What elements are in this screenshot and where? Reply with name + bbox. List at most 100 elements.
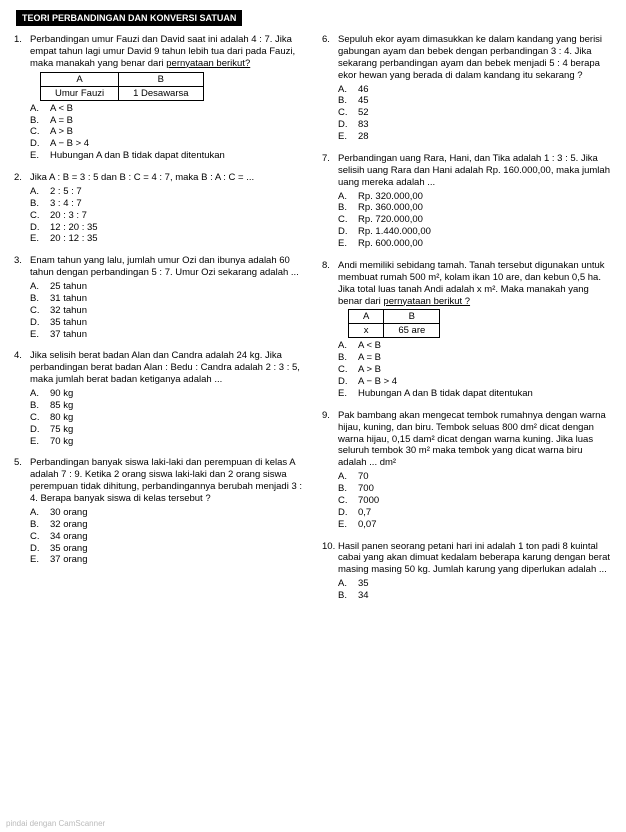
option: B.A = B <box>30 115 304 127</box>
option-text: 3 : 4 : 7 <box>50 198 82 210</box>
table-cell: 65 are <box>384 324 440 338</box>
option-label: E. <box>30 554 44 566</box>
option-text: 70 kg <box>50 436 73 448</box>
option-label: D. <box>338 119 352 131</box>
table-header: A <box>41 72 119 86</box>
option-label: A. <box>30 388 44 400</box>
option-label: C. <box>30 210 44 222</box>
option-label: C. <box>338 364 352 376</box>
table-header: A <box>349 310 384 324</box>
option-label: E. <box>338 238 352 250</box>
option: B.Rp. 360.000,00 <box>338 202 612 214</box>
option: E. Hubungan A dan B tidak dapat ditentuka… <box>338 388 612 400</box>
option-label: B. <box>338 95 352 107</box>
question-number: 6. <box>322 34 338 143</box>
question-stem: Perbandingan uang Rara, Hani, dan Tika a… <box>338 153 612 189</box>
option-text: 70 <box>358 471 369 483</box>
question-number: 9. <box>322 410 338 531</box>
option: C. 20 : 3 : 7 <box>30 210 304 222</box>
option-label: C. <box>338 214 352 226</box>
option-label: D. <box>30 317 44 329</box>
question-body: Jika selisih berat badan Alan dan Candra… <box>30 350 304 447</box>
option: A.46 <box>338 84 612 96</box>
table-cell: 1 Desawarsa <box>119 86 203 100</box>
option-label: E. <box>338 388 352 400</box>
scan-footer: pindai dengan CamScanner <box>6 819 105 828</box>
option-text: Hubungan A dan B tidak dapat ditentukan <box>358 388 533 400</box>
option-text: 35 tahun <box>50 317 87 329</box>
options: A.46B.45C.52D.83E.28 <box>338 84 612 143</box>
option: B.A = B <box>338 352 612 364</box>
option: A. 70 <box>338 471 612 483</box>
option-text: 34 <box>358 590 369 602</box>
option-label: D. <box>30 424 44 436</box>
question-body: Hasil panen seorang petani hari ini adal… <box>338 541 612 602</box>
worksheet-page: TEORI PERBANDINGAN DAN KONVERSI SATUAN 1… <box>0 0 626 832</box>
option-label: B. <box>30 519 44 531</box>
option: D. 75 kg <box>30 424 304 436</box>
comparison-table: ABUmur Fauzi1 Desawarsa <box>40 72 204 101</box>
comparison-table: ABx65 are <box>348 309 440 338</box>
question-stem: Hasil panen seorang petani hari ini adal… <box>338 541 612 577</box>
option: B.32 orang <box>30 519 304 531</box>
question: 7.Perbandingan uang Rara, Hani, dan Tika… <box>322 153 612 250</box>
question-body: Andi memiliki sebidang tamah. Tanah ters… <box>338 260 612 400</box>
option-text: 85 kg <box>50 400 73 412</box>
question-stem: Andi memiliki sebidang tamah. Tanah ters… <box>338 260 612 308</box>
option: C.A > B <box>338 364 612 376</box>
option-text: 35 orang <box>50 543 88 555</box>
question-body: Sepuluh ekor ayam dimasukkan ke dalam ka… <box>338 34 612 143</box>
option-label: A. <box>30 186 44 198</box>
option-text: 0,07 <box>358 519 377 531</box>
option: C. 34 orang <box>30 531 304 543</box>
option-label: B. <box>30 400 44 412</box>
table-cell: x <box>349 324 384 338</box>
option-label: B. <box>30 293 44 305</box>
option-label: B. <box>30 198 44 210</box>
option-label: E. <box>30 233 44 245</box>
option-text: 83 <box>358 119 369 131</box>
option: D. 35 orang <box>30 543 304 555</box>
option-label: D. <box>30 543 44 555</box>
option-label: E. <box>30 329 44 341</box>
question-number: 3. <box>14 255 30 340</box>
option: E.37 tahun <box>30 329 304 341</box>
option-text: A = B <box>50 115 73 127</box>
option: D.A − B > 4 <box>30 138 304 150</box>
columns: 1.Perbandingan umur Fauzi dan David saat… <box>14 34 612 612</box>
question-number: 5. <box>14 457 30 566</box>
question-number: 8. <box>322 260 338 400</box>
option-text: A − B > 4 <box>358 376 397 388</box>
option-text: 34 orang <box>50 531 88 543</box>
option: D.12 : 20 : 35 <box>30 222 304 234</box>
option: C.52 <box>338 107 612 119</box>
question-number: 7. <box>322 153 338 250</box>
option-label: C. <box>30 305 44 317</box>
option-label: A. <box>338 471 352 483</box>
option-text: Rp. 1.440.000,00 <box>358 226 431 238</box>
option-label: C. <box>30 531 44 543</box>
option: B.31 tahun <box>30 293 304 305</box>
question-stem: Jika A : B = 3 : 5 dan B : C = 4 : 7, ma… <box>30 172 304 184</box>
options: A.A < BB.A = BC.A > BD.A − B > 4E.Hubung… <box>338 340 612 399</box>
option-label: D. <box>338 507 352 519</box>
option: E.28 <box>338 131 612 143</box>
question-body: Perbandingan uang Rara, Hani, dan Tika a… <box>338 153 612 250</box>
option-label: A. <box>338 578 352 590</box>
question-stem: Perbandingan banyak siswa laki-laki dan … <box>30 457 304 505</box>
option-text: 75 kg <box>50 424 73 436</box>
option-label: B. <box>338 590 352 602</box>
options: A.70B.700C.7000D.0,7E.0,07 <box>338 471 612 530</box>
option: B. 3 : 4 : 7 <box>30 198 304 210</box>
option-text: 28 <box>358 131 369 143</box>
option-text: 20 : 3 : 7 <box>50 210 87 222</box>
option: A.2 : 5 : 7 <box>30 186 304 198</box>
option-text: Rp. 600.000,00 <box>358 238 423 250</box>
option: C.80 kg <box>30 412 304 424</box>
option-label: D. <box>338 226 352 238</box>
option-text: 0,7 <box>358 507 371 519</box>
option-text: A < B <box>358 340 381 352</box>
table-cell: Umur Fauzi <box>41 86 119 100</box>
options: A.35B.34 <box>338 578 612 602</box>
option-label: D. <box>338 376 352 388</box>
